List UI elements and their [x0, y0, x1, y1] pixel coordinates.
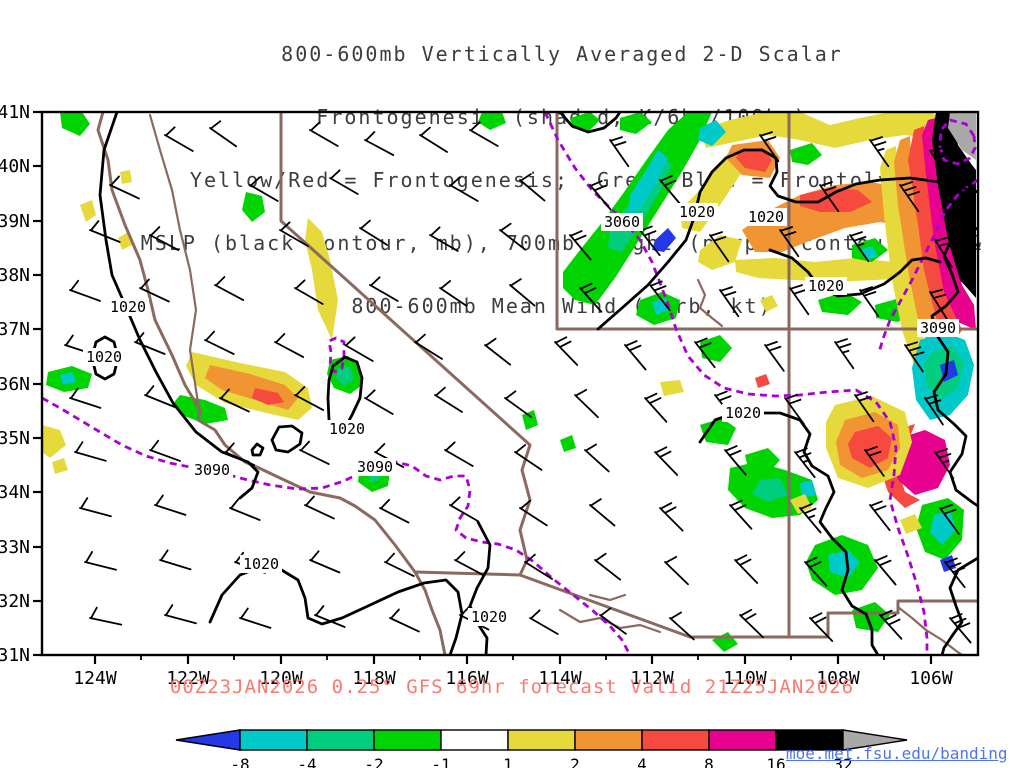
colorbar-segment: [641, 729, 710, 751]
svg-text:37N: 37N: [0, 319, 30, 340]
site-link[interactable]: moe.met.fsu.edu/banding: [786, 744, 1008, 763]
svg-text:1020: 1020: [329, 420, 365, 438]
colorbar-tick-label: 16: [766, 755, 785, 768]
title-line-1: 800-600mb Vertically Averaged 2-D Scalar: [281, 42, 843, 66]
colorbar-segment: [373, 729, 442, 751]
svg-text:120W: 120W: [259, 668, 303, 689]
colorbar-tick-label: 4: [637, 755, 647, 768]
svg-text:36N: 36N: [0, 374, 30, 395]
mslp-contours-black: [90, 112, 978, 655]
svg-text:1020: 1020: [243, 555, 279, 573]
svg-text:3090: 3090: [194, 461, 230, 479]
svg-text:39N: 39N: [0, 211, 30, 232]
svg-text:1020: 1020: [110, 298, 146, 316]
svg-text:1020: 1020: [471, 608, 507, 626]
colorbar-segment: [507, 729, 576, 751]
colorbar-tick-label: 32: [833, 755, 852, 768]
colorbar-right-arrow: [842, 729, 908, 751]
svg-text:40N: 40N: [0, 156, 30, 177]
svg-text:110W: 110W: [723, 668, 767, 689]
svg-text:31N: 31N: [0, 645, 30, 666]
colorbar-tick-label: -4: [297, 755, 316, 768]
colorbar-segment: [440, 729, 509, 751]
svg-text:1020: 1020: [86, 348, 122, 366]
colorbar-tick-label: 1: [503, 755, 513, 768]
contour-labels: 1020 1020 1020 1020 1020 1020 1020 1020 1020 3060…: [83, 203, 959, 626]
colorbar-tick-label: -1: [431, 755, 450, 768]
svg-text:1020: 1020: [725, 404, 761, 422]
svg-text:106W: 106W: [909, 668, 953, 689]
svg-text:108W: 108W: [816, 668, 860, 689]
svg-text:1020: 1020: [679, 203, 715, 221]
svg-text:38N: 38N: [0, 265, 30, 286]
svg-text:124W: 124W: [73, 668, 117, 689]
colorbar-tick-label: 8: [704, 755, 714, 768]
colorbar-segment: [306, 729, 375, 751]
svg-text:35N: 35N: [0, 428, 30, 449]
colorbar-segment: [239, 729, 308, 751]
colorbar-tick-label: -2: [364, 755, 383, 768]
colorbar: -8 -4 -2 -1 1 2 4 8 16 32: [175, 729, 908, 768]
colorbar-segment: [708, 729, 777, 751]
colorbar-segment: [574, 729, 643, 751]
colorbar-tick-label: -8: [230, 755, 249, 768]
svg-text:118W: 118W: [352, 668, 396, 689]
svg-text:3090: 3090: [357, 458, 393, 476]
svg-text:116W: 116W: [445, 668, 489, 689]
svg-text:33N: 33N: [0, 537, 30, 558]
svg-text:1020: 1020: [748, 208, 784, 226]
svg-text:1020: 1020: [808, 277, 844, 295]
forecast-caption: 00Z23JAN2026 0.25° GFS 69hr forecast Val…: [169, 676, 855, 698]
svg-text:3060: 3060: [604, 213, 640, 231]
weather-map: 1020 1020 1020 1020 1020 1020 1020 1020 1020 3060…: [0, 102, 980, 689]
colorbar-left-arrow: [175, 729, 241, 751]
svg-text:122W: 122W: [166, 668, 210, 689]
map-content: 1020 1020 1020 1020 1020 1020 1020 1020 1020 3060…: [42, 112, 978, 655]
svg-text:34N: 34N: [0, 482, 30, 503]
colorbar-tick-label: 2: [570, 755, 580, 768]
svg-text:114W: 114W: [538, 668, 582, 689]
svg-text:41N: 41N: [0, 102, 30, 123]
svg-text:32N: 32N: [0, 591, 30, 612]
svg-text:112W: 112W: [630, 668, 674, 689]
axis-labels: 41N 40N 39N 38N 37N 36N 35N 34N 33N 32N 31N 124W 122…: [0, 102, 953, 689]
svg-text:3090: 3090: [920, 319, 956, 337]
